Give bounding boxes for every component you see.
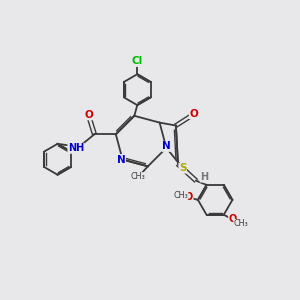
Text: H: H: [200, 172, 208, 182]
Text: O: O: [185, 192, 193, 203]
Text: S: S: [179, 163, 186, 173]
Text: CH₃: CH₃: [173, 191, 188, 200]
Text: O: O: [189, 109, 198, 119]
Text: O: O: [229, 214, 237, 224]
Text: O: O: [85, 110, 93, 120]
Text: N: N: [117, 154, 125, 165]
Text: N: N: [162, 141, 171, 152]
Text: NH: NH: [68, 143, 84, 153]
Text: Cl: Cl: [132, 56, 143, 66]
Text: CH₃: CH₃: [131, 172, 146, 181]
Text: CH₃: CH₃: [234, 219, 248, 228]
